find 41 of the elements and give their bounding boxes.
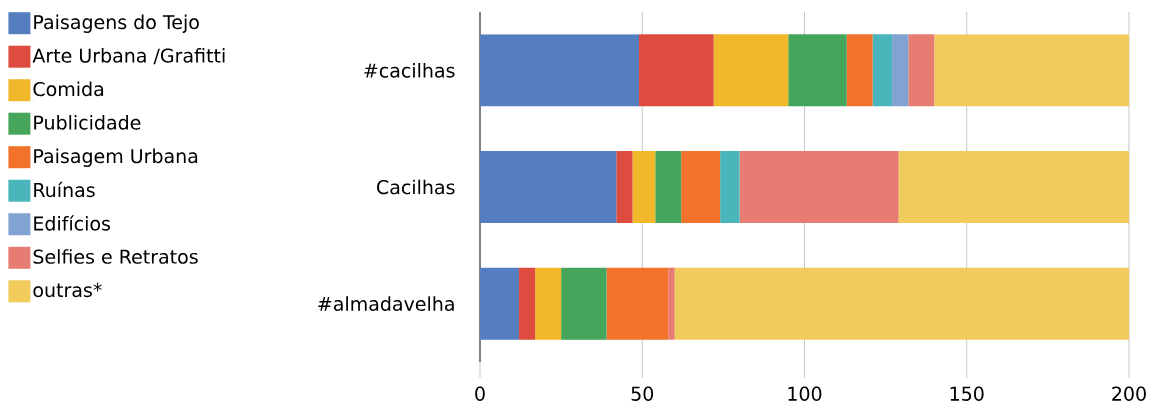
legend-label: Comida (33, 81, 104, 97)
legend-label: Paisagens do Tejo (34, 14, 199, 33)
bar (668, 267, 675, 340)
bar (518, 267, 536, 340)
bar (681, 151, 721, 223)
bar (739, 151, 899, 223)
bar (908, 34, 935, 107)
legend-label: Paisagem Urbana (34, 148, 198, 167)
legend-label: Selfies e Retratos (33, 249, 198, 264)
x-tick-label: 50 (631, 386, 654, 401)
bar (872, 34, 893, 107)
bar (616, 151, 633, 223)
bar (632, 151, 656, 223)
legend-label: Arte Urbana /Grafitti (32, 48, 225, 65)
legend-label: Ruínas (34, 181, 95, 198)
bar (892, 34, 909, 107)
bar (788, 34, 847, 107)
bar (480, 151, 617, 223)
bar (561, 267, 607, 340)
bar (846, 34, 873, 107)
bar (898, 151, 1129, 223)
y-tick-label: #almadavelha (318, 296, 454, 312)
x-tick-label: 0 (475, 386, 485, 401)
bar (934, 34, 1129, 107)
bar (480, 267, 519, 340)
bar (655, 151, 682, 223)
legend-label: outras* (33, 282, 102, 298)
bar (720, 151, 740, 223)
y-tick-label: #cacilhas (364, 62, 455, 78)
bar (674, 267, 1129, 340)
bar (639, 34, 714, 107)
legend-label: Publicidade (34, 115, 141, 130)
x-tick-label: 200 (1112, 386, 1146, 401)
x-tick-label: 100 (788, 386, 822, 401)
bar (606, 267, 669, 340)
y-tick-label: Cacilhas (377, 179, 455, 195)
bar (480, 34, 640, 107)
x-tick-label: 150 (950, 386, 984, 401)
bar (713, 34, 789, 107)
legend-label: Edifícios (34, 215, 111, 231)
bar (535, 267, 562, 340)
